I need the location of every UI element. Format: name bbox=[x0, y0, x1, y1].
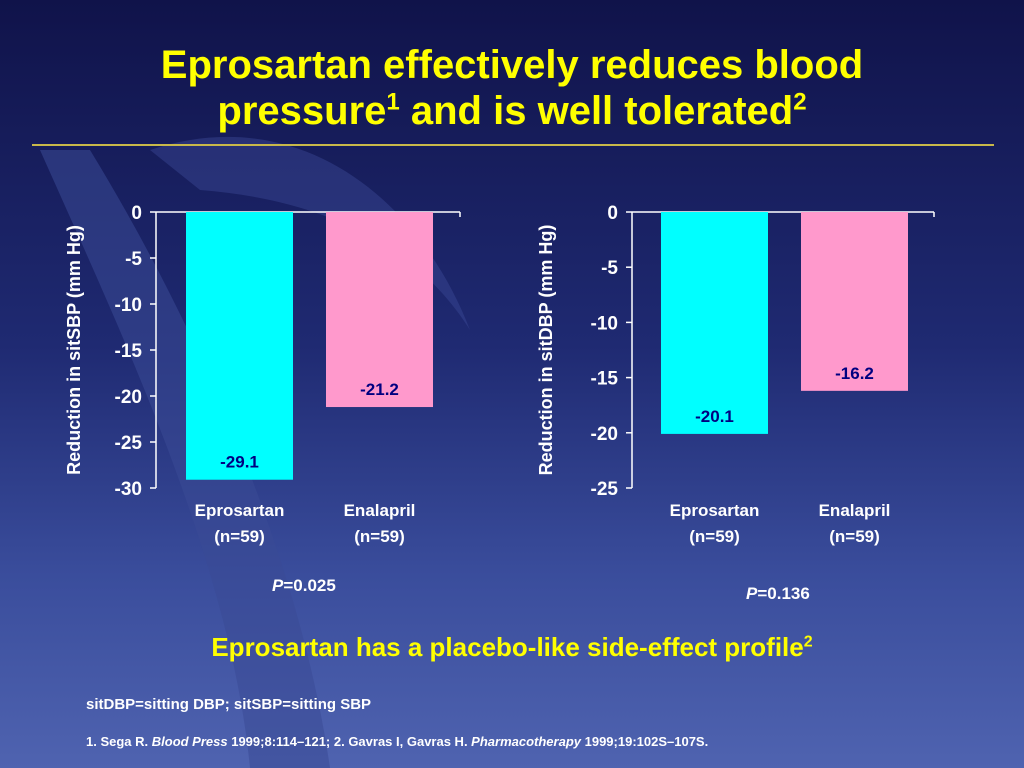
sbp-bar-eprosartan bbox=[186, 212, 293, 480]
dbp-bar-eprosartan bbox=[661, 212, 768, 434]
sbp-bar-enalapril bbox=[326, 212, 433, 408]
side-effect-text: Eprosartan has a placebo-like side-effec… bbox=[211, 632, 804, 662]
ref1-journal: Blood Press bbox=[151, 734, 228, 749]
sbp-y-tick-label: -20 bbox=[115, 387, 142, 408]
dbp-y-tick-label: -15 bbox=[591, 369, 619, 390]
p-number-dbp: =0.136 bbox=[757, 584, 810, 603]
sbp-y-axis-label: Reduction in sitSBP (mm Hg) bbox=[64, 225, 84, 475]
dbp-y-tick-label: -10 bbox=[591, 313, 618, 334]
dbp-category-n: (n=59) bbox=[689, 527, 740, 546]
dbp-data-label: -16.2 bbox=[835, 364, 874, 383]
p-value-sbp: P=0.025 bbox=[272, 576, 336, 596]
side-effect-statement: Eprosartan has a placebo-like side-effec… bbox=[0, 632, 1024, 663]
sbp-y-tick-label: -30 bbox=[115, 479, 142, 500]
title-divider bbox=[32, 144, 994, 146]
title-ref-2: 2 bbox=[793, 88, 807, 116]
references: 1. Sega R. Blood Press 1999;8:114–121; 2… bbox=[86, 734, 708, 749]
p-value-dbp: P=0.136 bbox=[746, 584, 810, 604]
ref1-citation: 1999;8:114–121; 2. Gavras I, Gavras H. bbox=[227, 734, 472, 749]
slide-title-line2: pressure1 and is well tolerated2 bbox=[0, 88, 1024, 134]
dbp-y-tick-label: -5 bbox=[601, 258, 618, 279]
ref2-journal: Pharmacotherapy bbox=[471, 734, 581, 749]
ref1-authors: 1. Sega R. bbox=[86, 734, 152, 749]
side-effect-ref: 2 bbox=[803, 633, 813, 651]
sbp-category-n: (n=59) bbox=[354, 527, 405, 546]
dbp-category-label: Enalapril bbox=[819, 501, 891, 520]
dbp-y-tick-label: 0 bbox=[607, 203, 618, 224]
sbp-y-tick-label: -15 bbox=[115, 341, 143, 362]
dbp-y-tick-label: -25 bbox=[591, 479, 619, 500]
abbreviations-note: sitDBP=sitting DBP; sitSBP=sitting SBP bbox=[86, 696, 372, 713]
p-label-sbp: P bbox=[272, 576, 284, 595]
title-tolerated: and is well tolerated bbox=[399, 89, 794, 133]
sbp-y-tick-label: -25 bbox=[115, 433, 143, 454]
dbp-data-label: -20.1 bbox=[695, 407, 734, 426]
dbp-category-label: Eprosartan bbox=[670, 501, 760, 520]
title-ref-1: 1 bbox=[386, 88, 400, 116]
ref2-citation: 1999;19:102S–107S. bbox=[581, 734, 709, 749]
p-number-sbp: =0.025 bbox=[283, 576, 336, 595]
dbp-y-tick-label: -20 bbox=[591, 424, 618, 445]
sbp-y-tick-label: 0 bbox=[131, 203, 142, 224]
title-pressure: pressure bbox=[217, 89, 387, 133]
sbp-category-label: Enalapril bbox=[344, 501, 416, 520]
sbp-y-tick-label: -5 bbox=[125, 249, 142, 270]
sbp-category-n: (n=59) bbox=[214, 527, 265, 546]
sbp-data-label: -21.2 bbox=[360, 380, 399, 399]
dbp-bar-enalapril bbox=[801, 212, 908, 391]
dbp-category-n: (n=59) bbox=[829, 527, 880, 546]
dbp-y-axis-label: Reduction in sitDBP (mm Hg) bbox=[536, 225, 556, 476]
sbp-category-label: Eprosartan bbox=[195, 501, 285, 520]
sbp-y-tick-label: -10 bbox=[115, 295, 142, 316]
slide-title-line1: Eprosartan effectively reduces blood bbox=[160, 43, 864, 87]
sbp-data-label: -29.1 bbox=[220, 453, 259, 472]
p-label-dbp: P bbox=[746, 584, 758, 603]
